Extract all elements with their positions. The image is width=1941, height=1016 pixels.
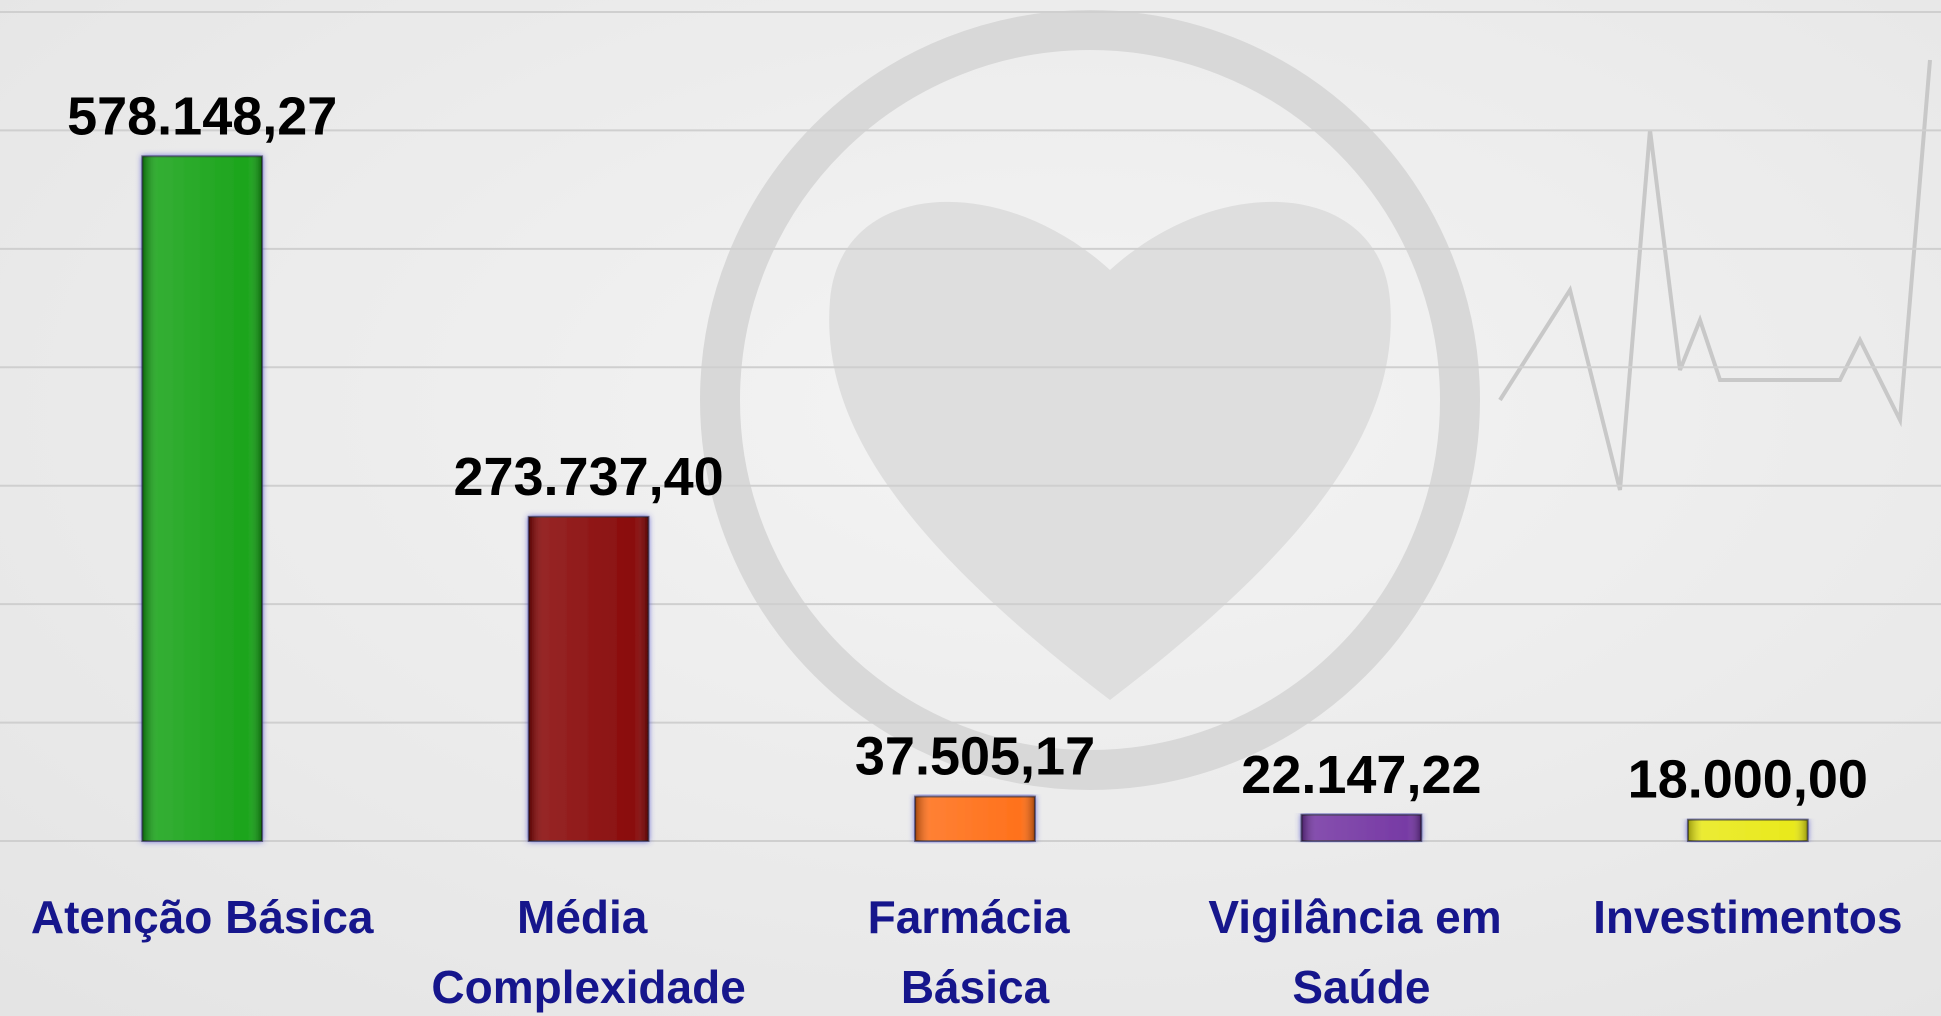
- bar-bevel: [142, 156, 262, 841]
- value-label: 578.148,27: [67, 86, 337, 146]
- bar-group: [1302, 815, 1422, 841]
- value-label: 273.737,40: [453, 447, 723, 507]
- page: 578.148,27Atenção Básica273.737,40Média …: [0, 0, 1941, 1016]
- bar-group: [142, 156, 262, 841]
- bar-group: [529, 517, 649, 841]
- bar-group: [1688, 820, 1808, 841]
- bar-bevel: [1688, 820, 1808, 841]
- bar-bevel: [915, 797, 1035, 841]
- value-label: 37.505,17: [855, 727, 1095, 787]
- bar-group: [915, 797, 1035, 841]
- chart: 578.148,27Atenção Básica273.737,40Média …: [0, 0, 1941, 1016]
- bar-bevel: [529, 517, 649, 841]
- x-tick-label: Atenção Básica: [31, 891, 374, 943]
- x-tick-label: Investimentos: [1593, 891, 1902, 943]
- bar-bevel: [1302, 815, 1422, 841]
- value-label: 18.000,00: [1628, 750, 1868, 810]
- value-label: 22.147,22: [1241, 745, 1481, 805]
